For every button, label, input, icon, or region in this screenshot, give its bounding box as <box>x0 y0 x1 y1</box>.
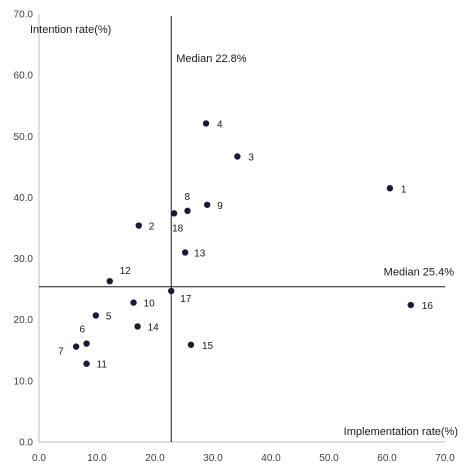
y-tick-label: 70.0 <box>14 10 34 21</box>
x-tick-label: 50.0 <box>319 453 339 464</box>
data-point-label: 14 <box>148 322 160 333</box>
x-tick-label: 20.0 <box>145 453 165 464</box>
x-tick-label: 10.0 <box>87 453 107 464</box>
data-point <box>187 341 195 348</box>
x-tick-label: 0.0 <box>32 453 46 464</box>
data-point-label: 5 <box>106 311 112 322</box>
y-tick-label: 0.0 <box>19 438 33 449</box>
data-point <box>386 185 394 192</box>
median-y-label: Median 25.4% <box>384 267 455 279</box>
data-point <box>168 287 175 295</box>
x-tick-label: 70.0 <box>435 453 455 464</box>
axes <box>38 14 445 443</box>
data-point <box>83 340 90 347</box>
data-point-label: 16 <box>422 301 434 312</box>
data-point <box>234 153 241 160</box>
data-point-label: 6 <box>80 325 86 336</box>
data-point <box>106 277 113 285</box>
data-point-label: 17 <box>180 294 192 305</box>
data-point-label: 9 <box>217 201 223 212</box>
median-x-label: Median 22.8% <box>176 53 247 65</box>
y-tick-label: 30.0 <box>14 254 34 265</box>
y-axis-label: Intention rate(%) <box>30 24 111 36</box>
y-tick-label: 40.0 <box>14 193 34 204</box>
data-point-label: 7 <box>58 347 64 358</box>
data-point <box>181 249 189 256</box>
data-point <box>407 301 414 309</box>
x-tick-label: 40.0 <box>261 453 281 464</box>
data-point <box>83 360 90 367</box>
data-point-label: 3 <box>248 152 254 163</box>
data-point <box>92 312 100 319</box>
data-point <box>72 343 80 350</box>
data-point-label: 4 <box>217 119 223 130</box>
y-tick-label: 50.0 <box>14 132 34 143</box>
x-tick-label: 60.0 <box>377 453 397 464</box>
data-point-label: 15 <box>202 341 214 352</box>
data-point <box>135 222 142 229</box>
data-point <box>184 207 191 215</box>
tick-labels: 0.0 10.0 20.0 30.0 40.0 50.0 60.0 70.0 0.0 10.0 20… <box>14 10 456 465</box>
y-tick-label: 10.0 <box>14 376 34 387</box>
median-lines: Median 22.8% Median 25.4% <box>39 16 454 442</box>
data-point <box>202 120 210 127</box>
y-tick-label: 60.0 <box>14 71 34 82</box>
data-point-label: 12 <box>120 266 132 277</box>
data-point <box>204 201 211 208</box>
data-point-label: 8 <box>184 192 190 203</box>
data-point-label: 10 <box>144 299 156 310</box>
y-tick-label: 20.0 <box>14 315 34 326</box>
data-point-label: 13 <box>194 248 206 259</box>
data-point-label: 2 <box>149 222 155 233</box>
data-point <box>130 299 137 306</box>
x-tick-label: 30.0 <box>203 453 223 464</box>
x-axis-label: Implementation rate(%) <box>344 426 458 438</box>
data-point-label: 18 <box>172 223 184 234</box>
data-point <box>134 323 141 330</box>
data-point-label: 11 <box>97 360 108 371</box>
data-point-label: 1 <box>401 184 407 195</box>
data-point <box>170 210 178 217</box>
